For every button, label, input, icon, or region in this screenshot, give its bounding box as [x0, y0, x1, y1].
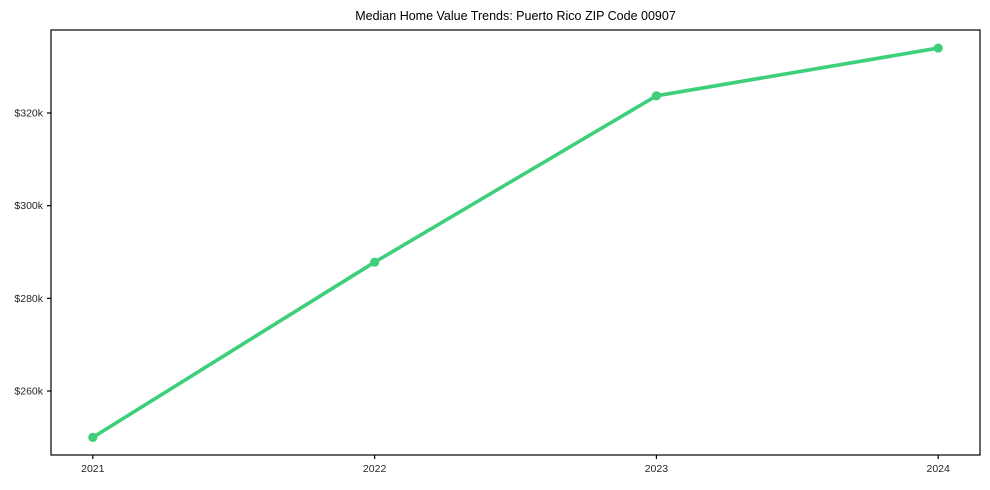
x-tick-label: 2022 [363, 463, 387, 475]
chart-title: Median Home Value Trends: Puerto Rico ZI… [355, 9, 676, 23]
y-tick-label: $300k [14, 200, 43, 212]
data-point[interactable] [88, 432, 98, 442]
plot-border [50, 29, 981, 456]
data-point[interactable] [651, 91, 661, 101]
y-tick-label: $320k [14, 107, 43, 119]
data-point[interactable] [370, 257, 380, 267]
x-tick-label: 2024 [927, 463, 951, 475]
data-point[interactable] [933, 43, 943, 53]
y-tick-label: $280k [14, 293, 43, 305]
y-tick-label: $260k [14, 386, 43, 398]
x-tick-label: 2021 [81, 463, 105, 475]
x-tick-label: 2023 [645, 463, 669, 475]
data-line [91, 46, 940, 440]
